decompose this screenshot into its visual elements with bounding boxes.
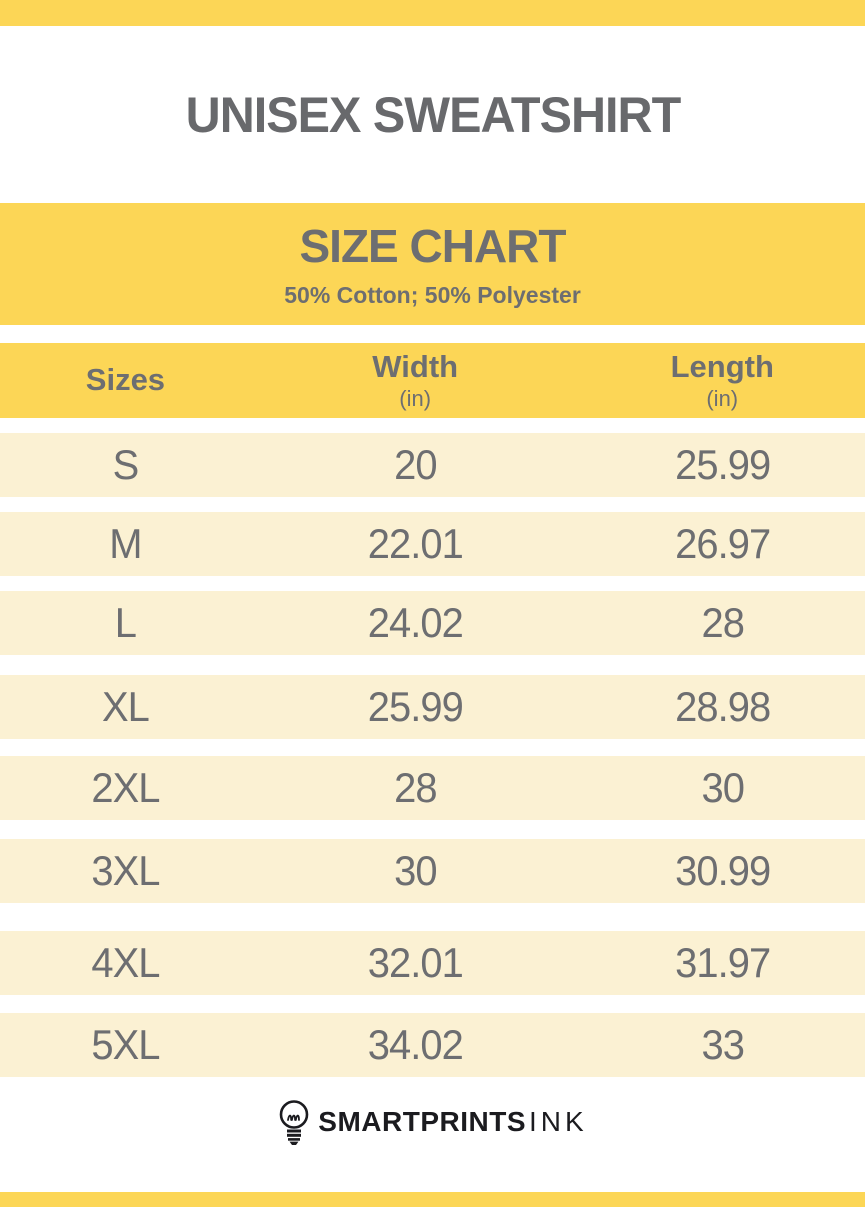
row-length-value: 33 — [701, 1021, 744, 1068]
banner-subtitle: 50% Cotton; 50% Polyester — [284, 282, 581, 308]
table-row: S 20 25.99 — [0, 433, 865, 497]
table-row: 3XL 30 30.99 — [0, 839, 865, 903]
header-width-label: Width — [372, 349, 459, 385]
lightbulb-icon — [279, 1100, 309, 1145]
table-row: M 22.01 26.97 — [0, 512, 865, 576]
row-size-label: M — [109, 520, 142, 567]
row-size-label: 3XL — [91, 847, 160, 894]
header-width: Width (in) — [251, 343, 580, 418]
row-length-value: 30 — [701, 764, 744, 811]
row-length-value: 25.99 — [674, 441, 771, 488]
row-width-value: 24.02 — [367, 599, 464, 646]
header-length-unit: (in) — [706, 385, 739, 411]
header-sizes: Sizes — [0, 343, 251, 418]
row-size-label: 2XL — [91, 764, 160, 811]
bottom-accent-bar — [0, 1192, 865, 1207]
header-sizes-label: Sizes — [85, 362, 166, 398]
row-width-value: 22.01 — [367, 520, 464, 567]
table-rows: S 20 25.99 M 22.01 26.97 L 24.02 28 XL 25.99 28.98 2… — [0, 433, 865, 1077]
top-accent-bar — [0, 0, 865, 26]
row-width-value: 30 — [393, 847, 437, 894]
size-chart-banner: SIZE CHART 50% Cotton; 50% Polyester — [0, 203, 865, 325]
row-length-value: 26.97 — [674, 520, 771, 567]
table-row: 2XL 28 30 — [0, 756, 865, 820]
row-length-value: 28 — [701, 599, 744, 646]
header-length-label: Length — [670, 349, 774, 385]
table-header: Sizes Width (in) Length (in) — [0, 343, 865, 418]
header-length: Length (in) — [580, 343, 865, 418]
table-row: 4XL 32.01 31.97 — [0, 931, 865, 995]
brand-name-light: INK — [529, 1106, 588, 1137]
row-width-value: 20 — [393, 441, 437, 488]
brand-name-bold: SMARTPRINTS — [318, 1106, 527, 1137]
row-width-value: 32.01 — [367, 939, 464, 986]
row-width-value: 28 — [393, 764, 437, 811]
table-row: 5XL 34.02 33 — [0, 1013, 865, 1077]
row-width-value: 34.02 — [367, 1021, 464, 1068]
brand-footer: SMARTPRINTS INK — [0, 1099, 865, 1145]
table-row: L 24.02 28 — [0, 591, 865, 655]
row-length-value: 30.99 — [674, 847, 771, 894]
brand-name: SMARTPRINTS INK — [318, 1106, 587, 1138]
header-width-unit: (in) — [399, 385, 432, 411]
page-title: UNISEX SWEATSHIRT — [185, 86, 681, 143]
row-length-value: 31.97 — [674, 939, 771, 986]
row-width-value: 25.99 — [367, 683, 464, 730]
title-section: UNISEX SWEATSHIRT — [0, 26, 865, 203]
row-size-label: S — [112, 441, 140, 488]
row-size-label: 5XL — [91, 1021, 160, 1068]
banner-title: SIZE CHART — [299, 220, 567, 272]
row-size-label: 4XL — [91, 939, 160, 986]
row-length-value: 28.98 — [674, 683, 771, 730]
table-row: XL 25.99 28.98 — [0, 675, 865, 739]
row-size-label: XL — [101, 683, 150, 730]
row-size-label: L — [114, 599, 137, 646]
